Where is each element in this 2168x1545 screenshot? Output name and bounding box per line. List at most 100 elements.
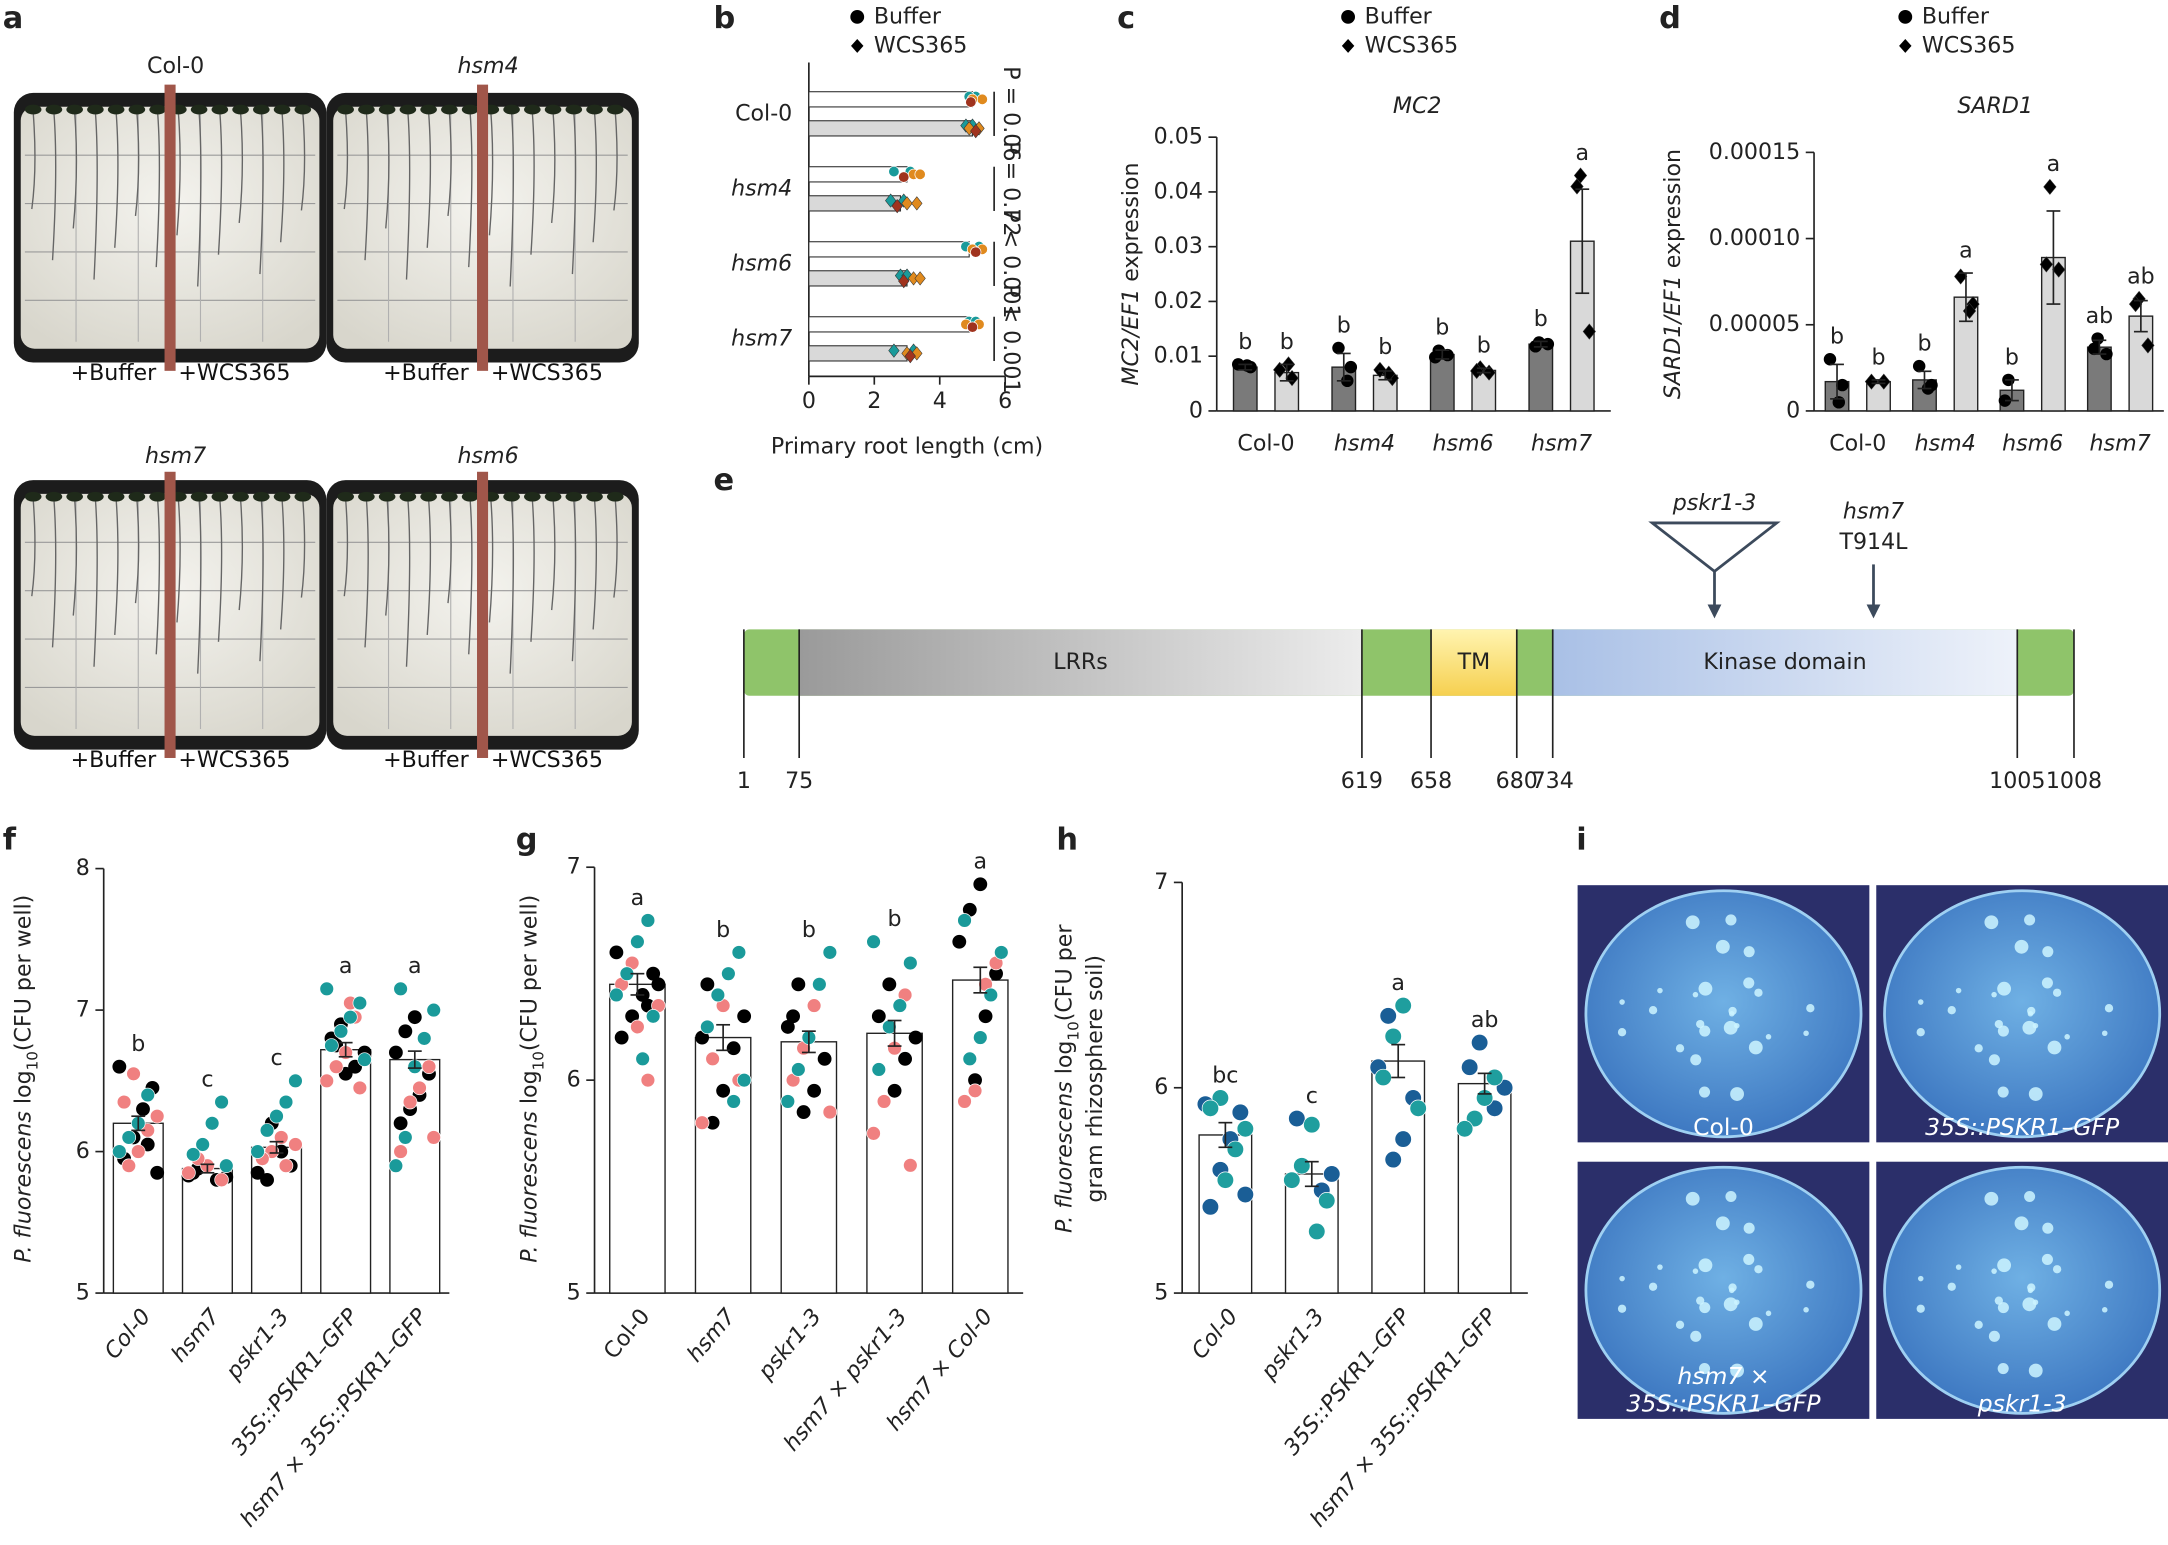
y-axis-label-part: 10 xyxy=(1064,1021,1082,1040)
p-value: P = 0.72 xyxy=(998,141,1024,236)
colony xyxy=(1754,988,1763,997)
data-point xyxy=(1582,323,1596,340)
seedling xyxy=(544,104,562,115)
data-point xyxy=(976,93,988,105)
root xyxy=(550,112,556,223)
arrow-head xyxy=(1707,604,1722,619)
seedling xyxy=(273,104,291,115)
panel-label: h xyxy=(1056,822,1078,857)
significance-letter: a xyxy=(339,953,353,979)
data-point xyxy=(1379,1007,1397,1025)
colony xyxy=(1657,987,1663,994)
root xyxy=(176,112,181,236)
colony xyxy=(1617,1028,1627,1037)
significance-letter: a xyxy=(1959,237,1973,263)
position-label: 1005 xyxy=(1989,768,2045,794)
data-point xyxy=(278,1094,294,1110)
colony xyxy=(1657,1264,1663,1270)
data-point xyxy=(343,1009,358,1025)
legend-marker xyxy=(1898,9,1913,24)
seedling xyxy=(399,104,417,115)
data-point xyxy=(319,981,335,997)
data-point xyxy=(278,1158,294,1173)
colony xyxy=(1803,1030,1809,1037)
colony xyxy=(1675,1044,1685,1053)
root xyxy=(217,112,223,255)
colony xyxy=(1699,1302,1711,1314)
colony xyxy=(1734,1022,1740,1029)
colony xyxy=(2104,1280,2114,1289)
data-point xyxy=(705,1051,720,1067)
significance-letter: b xyxy=(1435,315,1449,341)
significance-letter: c xyxy=(201,1066,213,1092)
data-point xyxy=(333,1024,349,1039)
data-point xyxy=(898,274,910,289)
significance-letter: b xyxy=(1830,324,1844,350)
x-tick-label: hsm4 xyxy=(1334,431,1395,457)
data-point xyxy=(887,1083,902,1098)
data-point xyxy=(908,1030,923,1045)
x-tick-label: Col-0 xyxy=(599,1304,656,1364)
significance-letter: a xyxy=(974,849,988,875)
y-axis-label-part: 10 xyxy=(23,1051,41,1070)
root xyxy=(197,499,202,674)
y-tick-label: Col-0 xyxy=(735,100,792,126)
data-point xyxy=(357,1052,372,1067)
treatment-label: +WCS365 xyxy=(491,747,603,773)
root xyxy=(405,499,411,667)
significance-letter: ab xyxy=(1471,1007,1499,1033)
data-point xyxy=(866,934,881,949)
data-point xyxy=(966,321,979,333)
colony xyxy=(1743,977,1755,989)
data-point xyxy=(185,1147,201,1162)
data-point xyxy=(1394,996,1412,1015)
data-point xyxy=(609,945,624,960)
data-point xyxy=(695,1030,710,1045)
data-point xyxy=(817,1051,832,1066)
y-tick-label: 0.02 xyxy=(1154,288,1203,314)
divider xyxy=(164,471,176,758)
protein-domain xyxy=(799,629,1362,696)
data-point xyxy=(970,124,982,139)
significance-letter: b xyxy=(1477,333,1491,359)
seedling xyxy=(378,491,396,502)
data-point xyxy=(388,1158,404,1173)
data-point xyxy=(421,1059,437,1074)
seedling xyxy=(544,491,562,502)
colony xyxy=(1715,1216,1730,1231)
data-point xyxy=(957,1094,972,1109)
data-point xyxy=(796,1105,811,1119)
seedling xyxy=(420,104,437,115)
data-point xyxy=(866,1126,881,1141)
data-point xyxy=(1384,1150,1402,1169)
significance-letter: c xyxy=(1306,1083,1318,1109)
data-point xyxy=(2100,347,2113,361)
root xyxy=(364,499,369,648)
root xyxy=(93,499,98,667)
seedling xyxy=(232,491,249,502)
x-tick-label: hsm7 xyxy=(1531,431,1592,457)
root xyxy=(72,112,78,229)
y-axis-label-part: P. fluorescens xyxy=(1051,1081,1077,1233)
seedling xyxy=(211,104,229,115)
root xyxy=(279,112,285,243)
seedling xyxy=(211,491,229,502)
colony xyxy=(2052,1265,2062,1274)
significance-letter: a xyxy=(631,885,645,911)
data-point xyxy=(983,987,999,1003)
data-point xyxy=(807,1083,822,1098)
data-point xyxy=(2141,337,2155,354)
y-tick-label: 0.05 xyxy=(1154,124,1203,150)
root xyxy=(134,112,140,217)
x-tick-label: hsm7 xyxy=(166,1304,225,1368)
colony xyxy=(2041,977,2053,989)
plate-label: 35S::PSKR1–GFP xyxy=(1925,1113,2120,1141)
seedling xyxy=(232,104,249,115)
data-point xyxy=(214,1172,229,1188)
colony xyxy=(1984,915,1999,930)
root xyxy=(613,112,618,211)
significance-letter: c xyxy=(270,1045,282,1071)
position-label: 1008 xyxy=(2046,768,2102,794)
plate xyxy=(1584,1165,1863,1415)
data-point xyxy=(726,1094,741,1109)
